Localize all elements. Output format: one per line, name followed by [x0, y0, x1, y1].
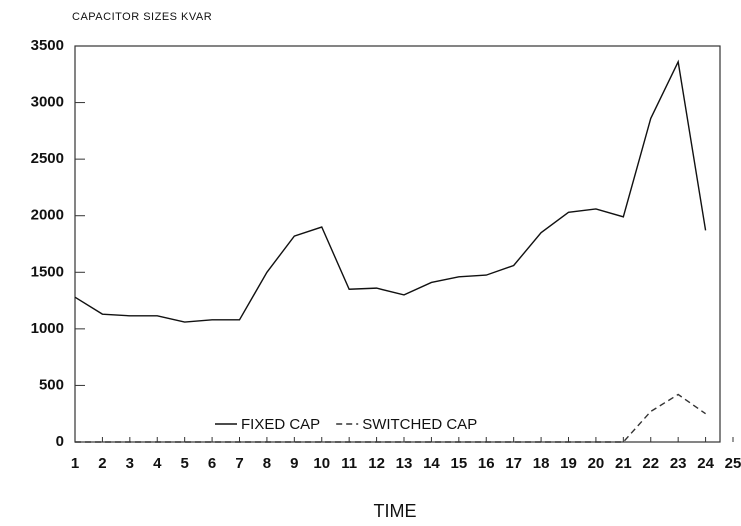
- x-tick-label: 21: [615, 455, 632, 472]
- x-tick-label: 23: [670, 455, 687, 472]
- x-tick-label: 2: [98, 455, 106, 472]
- x-tick-label: 11: [341, 455, 357, 472]
- x-tick-label: 9: [290, 455, 298, 472]
- y-tick-label: 3500: [31, 37, 64, 54]
- x-tick-label: 22: [642, 455, 659, 472]
- y-tick-label: 2500: [31, 150, 64, 167]
- x-tick-label: 18: [533, 455, 550, 472]
- x-tick-label: 24: [697, 455, 714, 472]
- x-tick-label: 6: [208, 455, 216, 472]
- y-tick-label: 2000: [31, 207, 64, 224]
- legend-label: FIXED CAP: [241, 416, 320, 433]
- x-tick-label: 7: [235, 455, 243, 472]
- y-tick-label: 1000: [31, 320, 64, 337]
- y-tick-label: 1500: [31, 263, 64, 280]
- x-tick-label: 12: [368, 455, 385, 472]
- x-tick-label: 13: [396, 455, 413, 472]
- x-tick-label: 19: [560, 455, 577, 472]
- y-tick-label: 3000: [31, 94, 64, 111]
- x-tick-label: 25: [725, 455, 741, 472]
- series-line: [74, 59, 707, 323]
- x-tick-label: 16: [478, 455, 495, 472]
- x-tick-label: 20: [588, 455, 605, 472]
- legend-label: SWITCHED CAP: [362, 416, 477, 433]
- x-tick-label: 10: [313, 455, 330, 472]
- x-tick-label: 15: [450, 455, 467, 472]
- x-tick-label: 1: [71, 455, 79, 472]
- x-axis-title: TIME: [374, 501, 417, 521]
- x-tick-label: 3: [126, 455, 134, 472]
- y-tick-label: 500: [39, 376, 64, 393]
- chart-title: CAPACITOR SIZES KVAR: [72, 11, 212, 23]
- series-line: [75, 393, 706, 443]
- plot-frame: [74, 45, 721, 443]
- y-tick-label: 0: [56, 433, 64, 450]
- x-tick-label: 8: [263, 455, 271, 472]
- x-tick-label: 17: [505, 455, 522, 472]
- x-tick-label: 14: [423, 455, 440, 472]
- x-tick-label: 5: [180, 455, 188, 472]
- x-tick-label: 4: [153, 455, 162, 472]
